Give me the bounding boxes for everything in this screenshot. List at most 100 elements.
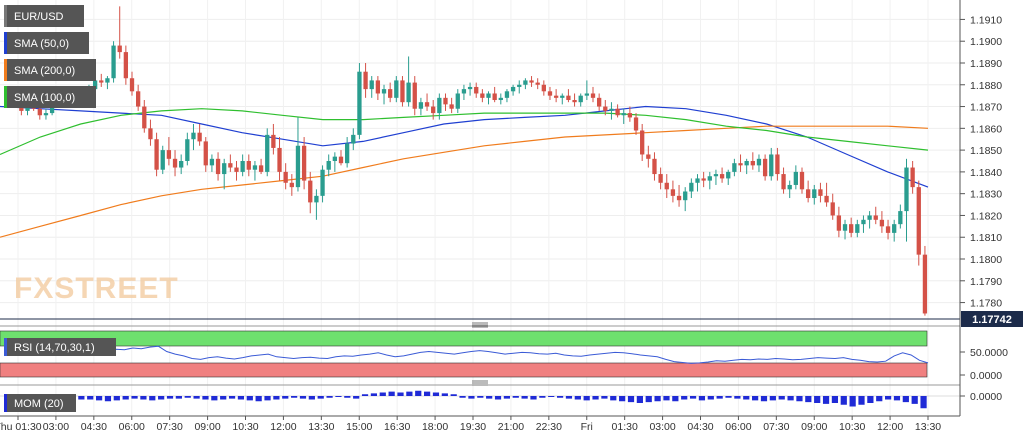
time-tick-label: Fri [581, 421, 593, 433]
candle [203, 137, 208, 172]
candle [443, 93, 448, 111]
rsi-polyline [5, 345, 929, 364]
candle-body [283, 171, 288, 183]
candle-body [707, 176, 712, 181]
candle [437, 93, 442, 120]
price-tick-label: 1.1820 [970, 210, 1002, 222]
candle [418, 97, 424, 116]
candle-body [584, 93, 590, 96]
candle-body [136, 91, 141, 107]
candle-body [148, 128, 153, 140]
candle-body [849, 224, 854, 233]
legend-sma-200[interactable]: SMA (200,0) [4, 59, 96, 81]
time-tick-label: 21:00 [498, 421, 524, 433]
candle-body [277, 147, 282, 172]
rsi-line [5, 345, 929, 364]
candle [787, 180, 792, 199]
candle-body [443, 97, 448, 105]
candle-body [812, 189, 817, 199]
candle [492, 86, 497, 103]
legend-rsi[interactable]: RSI (14,70,30,1) [4, 338, 116, 356]
candle-body [437, 97, 442, 114]
candle [750, 152, 755, 170]
last-price-badge [961, 311, 1023, 327]
candle-body [129, 78, 135, 92]
candle [375, 76, 381, 101]
candle [369, 76, 374, 98]
candle [732, 158, 737, 177]
candle-body [265, 134, 270, 172]
candle-body [566, 95, 571, 101]
time-tick-label: 22:30 [536, 421, 562, 433]
candle-body [916, 187, 921, 255]
candle-body [418, 102, 424, 109]
legend-sma-50-label: SMA (50,0) [14, 38, 69, 50]
mom-bar [760, 396, 768, 402]
candle [713, 169, 719, 185]
legend-sma-100[interactable]: SMA (100,0) [4, 86, 96, 108]
candle-body [885, 226, 891, 233]
candle [805, 180, 811, 203]
candle-body [123, 52, 129, 79]
candle-body [424, 102, 430, 107]
candle-body [172, 158, 178, 168]
candle-body [406, 82, 411, 103]
candle [707, 171, 712, 190]
candle [615, 104, 620, 118]
legend-symbol[interactable]: EUR/USD [4, 5, 84, 27]
candle [117, 6, 122, 59]
candle-body [179, 161, 184, 168]
price-tick-label: 1.1910 [970, 14, 1002, 26]
mom-bar [184, 396, 191, 398]
candle [633, 113, 639, 135]
candle [326, 154, 331, 177]
candle-body [805, 189, 811, 199]
candle-body [400, 80, 405, 103]
candle-body [185, 139, 190, 161]
mom-bar [344, 396, 351, 398]
candle-body [578, 95, 583, 103]
candle [683, 187, 688, 212]
candle-body [240, 161, 245, 172]
price-tick-label: 1.1880 [970, 80, 1002, 92]
mom-bar [805, 396, 812, 403]
candle [154, 132, 159, 177]
price-tick-label: 1.1790 [970, 276, 1002, 288]
candle-body [295, 145, 301, 188]
legend-sma-200-label: SMA (200,0) [14, 65, 75, 77]
mom-bar [627, 396, 635, 403]
candle [836, 206, 842, 238]
candle-body [873, 215, 878, 220]
legend-sma-50[interactable]: SMA (50,0) [4, 32, 89, 54]
candle [603, 100, 608, 116]
candle [486, 91, 491, 105]
candle-body [836, 215, 842, 231]
candle-body [842, 224, 848, 231]
candle [769, 147, 774, 181]
mom-bar [920, 396, 927, 409]
mom-bar [893, 396, 901, 401]
mom-bar [858, 396, 865, 405]
mom-bar [424, 391, 431, 396]
resize-handle-rsi[interactable] [472, 322, 488, 328]
candle [412, 76, 417, 116]
resize-handle-mom[interactable] [472, 380, 488, 386]
main-grid [0, 0, 960, 416]
mom-bar [663, 396, 670, 401]
candle-body [640, 130, 645, 155]
legend-mom[interactable]: MOM (20) [4, 394, 76, 412]
candle-body [320, 169, 325, 196]
candle [228, 154, 233, 172]
time-tick-label: 15:00 [346, 421, 372, 433]
candle-body [517, 84, 522, 87]
candle [855, 219, 860, 238]
time-tick-label: 04:30 [687, 421, 713, 433]
candle-body [892, 224, 897, 233]
mom-bar [95, 396, 103, 401]
mom-bar [441, 393, 448, 396]
candle-body [258, 165, 264, 172]
candle [885, 219, 891, 240]
time-tick-label: 12:00 [877, 421, 903, 433]
sma-line [0, 108, 929, 156]
candle [658, 167, 663, 190]
